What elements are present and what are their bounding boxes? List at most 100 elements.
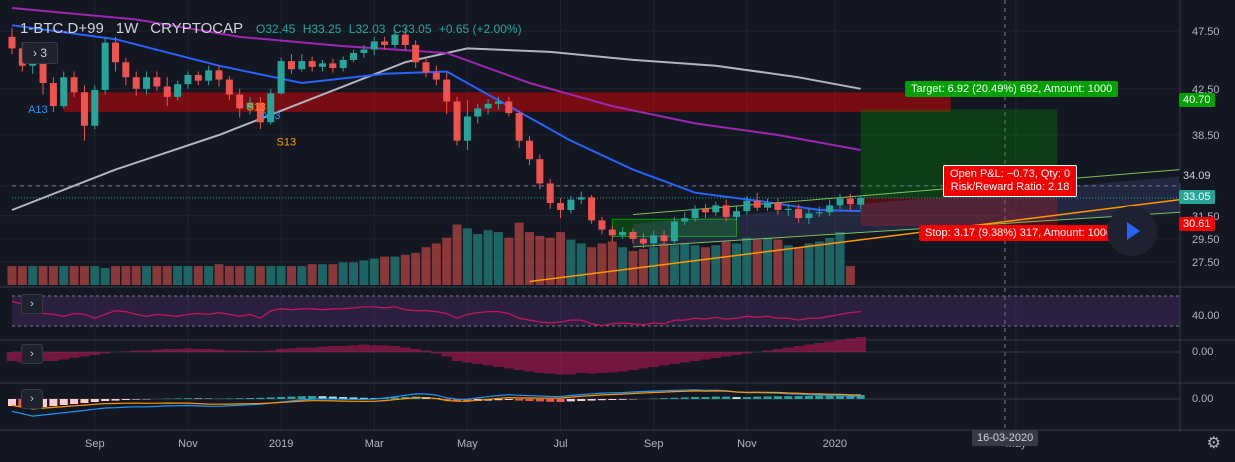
target-box[interactable]: Target: 6.92 (20.49%) 692, Amount: 1000 [905, 81, 1119, 97]
macd-bar [587, 399, 596, 401]
hist-bar [213, 349, 225, 352]
td-label: S13 [276, 136, 296, 148]
replay-button[interactable] [1107, 206, 1157, 256]
macd-bar [183, 398, 192, 399]
macd-bar [825, 395, 834, 399]
macd-bar [246, 398, 255, 399]
rsi-collapse-button[interactable]: › [21, 294, 43, 314]
candle-body [153, 77, 161, 87]
stop-box[interactable]: Stop: 3.17 (9.38%) 317, Amount: 1000 [919, 225, 1119, 241]
chevron-right-icon: › [32, 46, 37, 60]
candle-body [112, 42, 119, 63]
volume-bar [173, 266, 183, 285]
volume-bar [732, 243, 741, 285]
hist-bar [462, 352, 473, 363]
volume-bar [100, 267, 110, 285]
volume-bar [431, 243, 441, 285]
hist-bar [244, 350, 256, 352]
volume-bar [783, 245, 793, 285]
candle-body [267, 93, 275, 123]
candle-body [826, 205, 834, 213]
symbol-name[interactable]: 1-BTC.D+99 [20, 20, 104, 37]
candle-body [650, 235, 658, 244]
volume-bar [504, 237, 514, 285]
volume-bar [28, 266, 38, 285]
candle-body [70, 77, 78, 93]
candle-body [329, 63, 337, 69]
macd-bar [328, 396, 337, 399]
volume-bar [131, 266, 141, 285]
hist-bar [48, 352, 59, 361]
candle-body [846, 198, 854, 205]
hist-bar [700, 352, 711, 360]
hist-bar [783, 347, 794, 352]
indicators-toggle[interactable]: › 3 [22, 42, 58, 64]
macd-bar [680, 397, 689, 399]
moving-average-ma200 [11, 47, 861, 211]
macd-bar [556, 399, 565, 402]
candle-body [319, 63, 326, 67]
macd-bar [784, 396, 793, 399]
macd-bar [660, 398, 669, 399]
hist-bar [803, 344, 815, 352]
hist-bar [68, 352, 80, 358]
candle-body [298, 61, 306, 70]
hist-bar [327, 346, 339, 352]
volume-bar [193, 266, 203, 285]
macd-bar [308, 396, 317, 399]
y-tick-label: 27.50 [1192, 257, 1220, 269]
volume-bar [493, 232, 503, 285]
candle-body [557, 203, 565, 210]
hist-bar [203, 349, 214, 352]
macd-collapse-button[interactable]: › [21, 389, 43, 409]
candle-body [80, 92, 88, 126]
trend-line [529, 198, 1181, 283]
macd-bar [577, 399, 586, 401]
hist-bar [638, 352, 649, 369]
hist-bar [855, 337, 866, 352]
interval-label[interactable]: 1W [115, 20, 139, 37]
macd-bar [856, 395, 865, 399]
hist-bar [513, 352, 525, 370]
macd-bar [39, 399, 48, 407]
volume-bar [224, 266, 234, 285]
macd-line [11, 389, 861, 417]
candle-body [453, 101, 461, 141]
macd-bar [121, 399, 130, 400]
hist-bar [120, 351, 132, 352]
pnl-box[interactable]: Open P&L: −0.73, Qty: 0 Risk/Reward Rati… [943, 165, 1078, 197]
hist-bar [493, 352, 504, 367]
hist-collapse-button[interactable]: › [21, 344, 43, 364]
volume-bar [349, 262, 359, 285]
hist-bar [627, 352, 639, 370]
candle-body [629, 231, 637, 239]
x-tick-label: 2020 [823, 438, 847, 450]
volume-bar [814, 241, 824, 285]
macd-bar [836, 395, 844, 399]
hist-bar [99, 352, 111, 354]
candle-body [670, 221, 678, 242]
volume-bar [162, 266, 172, 285]
candle-body [494, 101, 502, 104]
hist-bar [400, 347, 411, 352]
hist-bar [617, 352, 628, 372]
candle-body [143, 77, 151, 89]
volume-bar [556, 232, 566, 285]
candle-body [39, 54, 47, 84]
gear-icon[interactable]: ⚙ [1206, 435, 1221, 452]
macd-bar [225, 398, 234, 399]
x-tick-label: May [457, 438, 478, 450]
volume-bar [618, 247, 628, 285]
candle-body [91, 89, 99, 126]
candle-body [857, 197, 865, 205]
candle-body [805, 213, 813, 219]
hist-bar [679, 352, 690, 363]
candle-body [484, 103, 492, 109]
hist-bar [255, 351, 266, 352]
macd-bar [194, 398, 203, 399]
chevron-right-icon: › [30, 348, 34, 360]
hist-bar [389, 346, 401, 352]
macd-bar [722, 396, 731, 399]
candle-body [463, 116, 471, 141]
hist-bar [162, 349, 173, 352]
